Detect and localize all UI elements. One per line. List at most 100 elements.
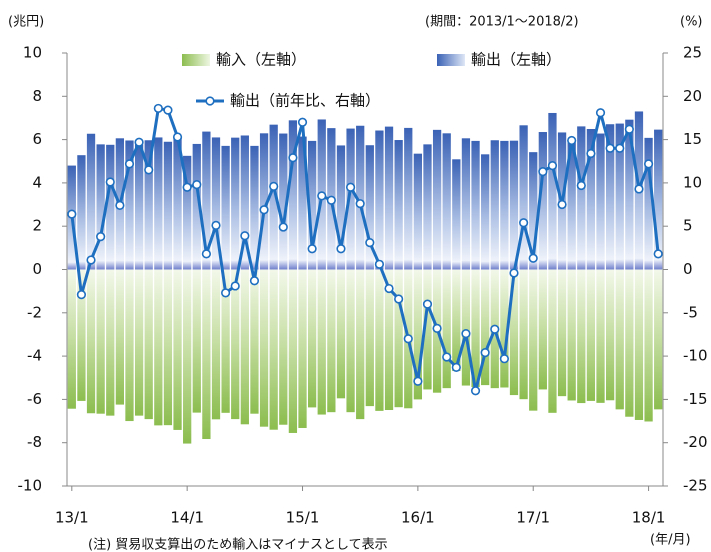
- y2-tick-label: -5: [683, 303, 698, 321]
- bar: [86, 133, 96, 270]
- bar: [115, 269, 125, 405]
- bar: [500, 140, 509, 270]
- bar: [144, 269, 153, 420]
- bar: [279, 269, 288, 425]
- bar: [432, 129, 442, 270]
- line-point: [134, 137, 144, 147]
- bar: [96, 144, 105, 270]
- line-point: [240, 231, 250, 241]
- line-point: [96, 231, 106, 242]
- bar: [183, 155, 192, 270]
- legend-swatch: [437, 54, 465, 66]
- line-point: [326, 195, 336, 205]
- line-point: [307, 244, 317, 254]
- bar: [259, 133, 269, 270]
- bar: [481, 269, 490, 386]
- line-point: [567, 135, 577, 146]
- bar: [586, 269, 596, 401]
- bar: [298, 136, 307, 270]
- y2-tick-label: -25: [683, 477, 708, 495]
- y-tick-label: -6: [27, 390, 42, 408]
- bar: [202, 269, 211, 440]
- bar: [394, 269, 403, 408]
- y-tick-label: -4: [27, 347, 42, 365]
- bar: [615, 123, 624, 270]
- bar: [413, 269, 423, 400]
- bar: [375, 130, 384, 270]
- bar: [336, 269, 346, 399]
- bar: [567, 269, 576, 401]
- line-point: [461, 328, 471, 339]
- bar: [442, 133, 451, 270]
- bar: [192, 143, 201, 270]
- bar: [259, 269, 269, 427]
- y2-tick-label: 10: [683, 173, 702, 191]
- bar: [548, 269, 557, 413]
- bar: [365, 145, 374, 270]
- bar: [356, 269, 365, 420]
- line-point: [67, 209, 77, 219]
- bar: [356, 125, 365, 270]
- bar: [538, 132, 547, 270]
- line-point: [624, 124, 634, 134]
- y2-tick-label: -20: [683, 433, 708, 451]
- line-point: [442, 352, 452, 362]
- bar: [346, 269, 355, 413]
- bar: [269, 124, 278, 270]
- y-tick-label: 8: [32, 87, 42, 105]
- line-point: [336, 244, 346, 254]
- bar: [567, 142, 576, 270]
- y-tick-label: -10: [18, 477, 43, 495]
- bar: [240, 135, 249, 270]
- y-tick-label: 2: [32, 217, 42, 235]
- line-point: [413, 376, 423, 386]
- bar: [211, 269, 221, 420]
- line: [70, 106, 660, 393]
- y-tick-label: -2: [27, 303, 42, 321]
- bar: [509, 140, 519, 270]
- y2-tick-label: 5: [683, 217, 693, 235]
- bar: [269, 269, 278, 430]
- bar: [452, 159, 461, 270]
- bar: [86, 269, 96, 414]
- line-point: [124, 159, 135, 169]
- bar: [202, 131, 211, 270]
- line-point: [403, 334, 413, 344]
- line-point: [182, 182, 192, 192]
- bar: [529, 152, 538, 270]
- line-point: [605, 143, 615, 153]
- bar: [106, 269, 115, 416]
- y2-tick-label: 20: [683, 87, 702, 105]
- line-point: [153, 103, 163, 114]
- x-tick-label: 17/1: [516, 509, 550, 527]
- bar: [365, 269, 374, 407]
- y2-tick-label: 25: [683, 44, 702, 62]
- line-point: [509, 268, 519, 278]
- line-point: [653, 249, 663, 259]
- bar: [548, 112, 557, 270]
- bar: [298, 269, 307, 428]
- bar: [163, 141, 173, 270]
- line-point: [317, 191, 327, 201]
- bar: [231, 269, 240, 420]
- line-point: [269, 181, 279, 191]
- line-point: [297, 117, 308, 127]
- bar: [461, 269, 471, 386]
- bar: [154, 269, 163, 426]
- bar: [154, 137, 163, 270]
- bar: [125, 140, 134, 270]
- bar: [644, 269, 653, 422]
- bar: [144, 140, 153, 270]
- bar: [173, 269, 182, 430]
- bar: [211, 137, 221, 270]
- bar: [442, 269, 451, 389]
- bar: [307, 140, 317, 270]
- bar: [654, 129, 663, 270]
- bar: [538, 269, 547, 390]
- line-point: [374, 259, 385, 269]
- y-unit: (兆円): [8, 15, 44, 30]
- bar: [384, 269, 394, 411]
- bar: [481, 154, 490, 270]
- note: (注) 貿易収支算出のため輸入はマイナスとして表示: [88, 538, 388, 552]
